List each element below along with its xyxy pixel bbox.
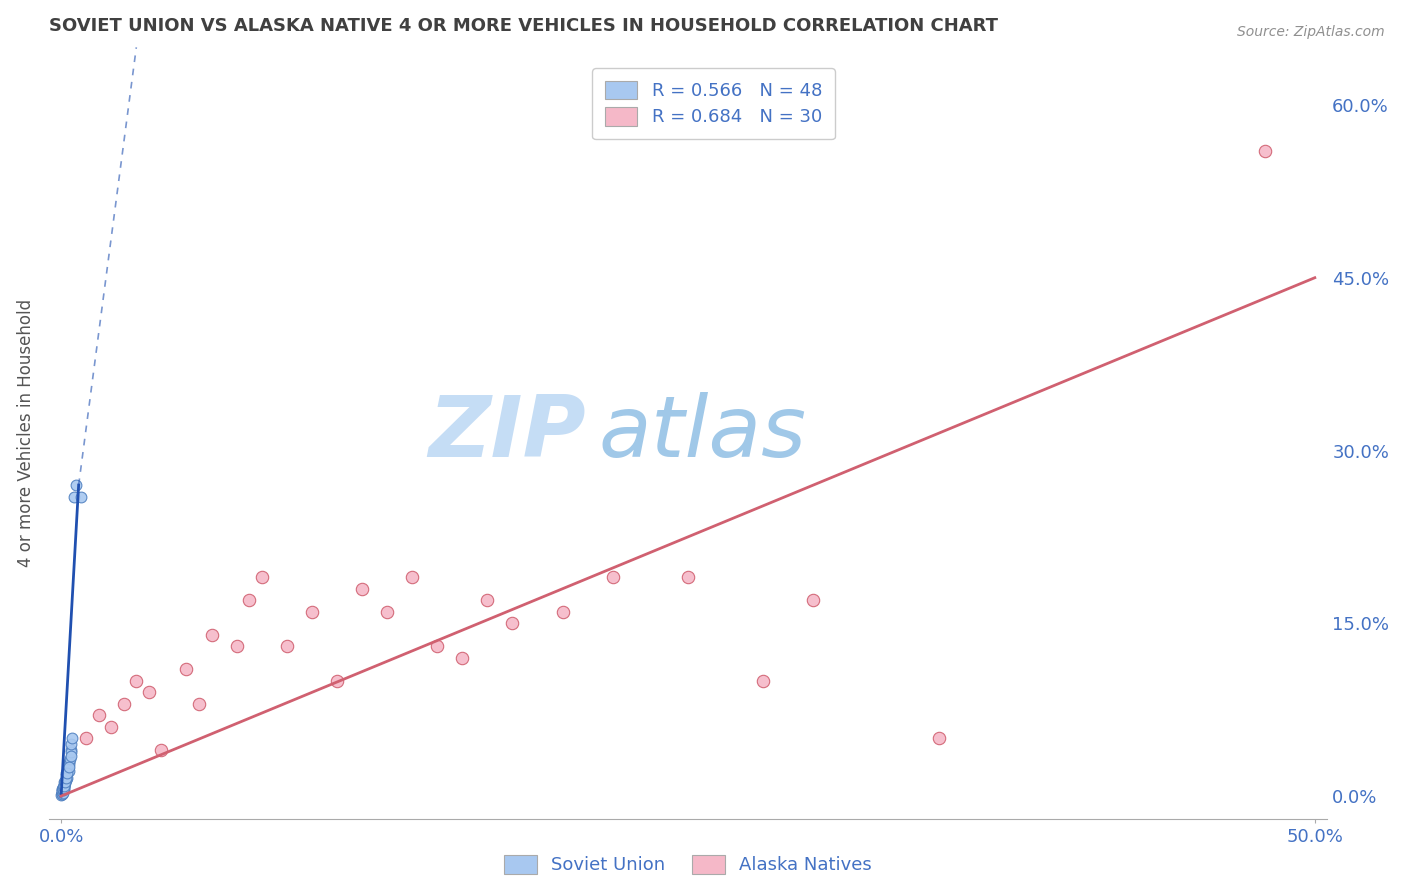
Point: [51, 786, 73, 800]
Point: [801, 593, 824, 607]
Point: [53, 776, 76, 790]
Point: [350, 582, 373, 596]
Y-axis label: 4 or more Vehicles in Household: 4 or more Vehicles in Household: [17, 299, 35, 567]
Text: SOVIET UNION VS ALASKA NATIVE 4 OR MORE VEHICLES IN HOUSEHOLD CORRELATION CHART: SOVIET UNION VS ALASKA NATIVE 4 OR MORE …: [49, 17, 997, 35]
Point: [53, 779, 76, 793]
Point: [51, 788, 73, 802]
Point: [150, 743, 173, 757]
Point: [138, 685, 160, 699]
Point: [87, 708, 110, 723]
Point: [225, 640, 247, 654]
Point: [60, 731, 83, 746]
Point: [451, 650, 474, 665]
Point: [188, 697, 211, 711]
Point: [52, 780, 75, 794]
Point: [58, 756, 80, 771]
Point: [55, 768, 77, 782]
Point: [52, 783, 75, 797]
Point: [60, 745, 83, 759]
Point: [375, 605, 398, 619]
Point: [125, 673, 148, 688]
Point: [551, 605, 574, 619]
Point: [52, 783, 75, 797]
Point: [60, 737, 83, 751]
Point: [59, 752, 82, 766]
Point: [53, 775, 76, 789]
Point: [176, 662, 198, 676]
Point: [70, 490, 93, 504]
Point: [401, 570, 423, 584]
Text: ZIP: ZIP: [427, 392, 586, 475]
Point: [1253, 144, 1275, 158]
Point: [501, 616, 523, 631]
Point: [62, 490, 84, 504]
Point: [53, 779, 76, 793]
Point: [250, 570, 273, 584]
Point: [51, 787, 73, 801]
Point: [52, 780, 75, 795]
Point: [52, 784, 75, 798]
Point: [51, 786, 73, 800]
Point: [58, 764, 80, 778]
Point: [928, 731, 950, 746]
Point: [52, 786, 75, 800]
Point: [112, 697, 135, 711]
Text: Source: ZipAtlas.com: Source: ZipAtlas.com: [1237, 25, 1385, 39]
Point: [65, 478, 87, 492]
Point: [56, 766, 79, 780]
Point: [75, 731, 97, 746]
Point: [52, 780, 75, 795]
Point: [55, 766, 77, 780]
Point: [51, 787, 73, 801]
Point: [55, 772, 77, 787]
Point: [51, 782, 73, 797]
Point: [52, 778, 75, 792]
Point: [426, 640, 449, 654]
Point: [53, 775, 76, 789]
Point: [60, 748, 83, 763]
Point: [52, 782, 75, 797]
Point: [238, 593, 260, 607]
Point: [51, 783, 73, 797]
Point: [52, 780, 75, 794]
Point: [301, 605, 323, 619]
Point: [58, 755, 80, 769]
Point: [56, 764, 79, 778]
Point: [752, 673, 775, 688]
Legend: Soviet Union, Alaska Natives: Soviet Union, Alaska Natives: [495, 846, 882, 883]
Point: [51, 784, 73, 798]
Point: [55, 772, 77, 786]
Point: [55, 771, 77, 785]
Point: [58, 760, 80, 774]
Point: [276, 640, 298, 654]
Point: [59, 743, 82, 757]
Point: [602, 570, 624, 584]
Point: [100, 720, 122, 734]
Point: [477, 593, 499, 607]
Point: [326, 673, 349, 688]
Text: atlas: atlas: [599, 392, 807, 475]
Point: [52, 783, 75, 797]
Point: [55, 771, 77, 785]
Point: [56, 760, 79, 774]
Point: [53, 774, 76, 789]
Point: [200, 628, 222, 642]
Point: [51, 787, 73, 801]
Point: [676, 570, 699, 584]
